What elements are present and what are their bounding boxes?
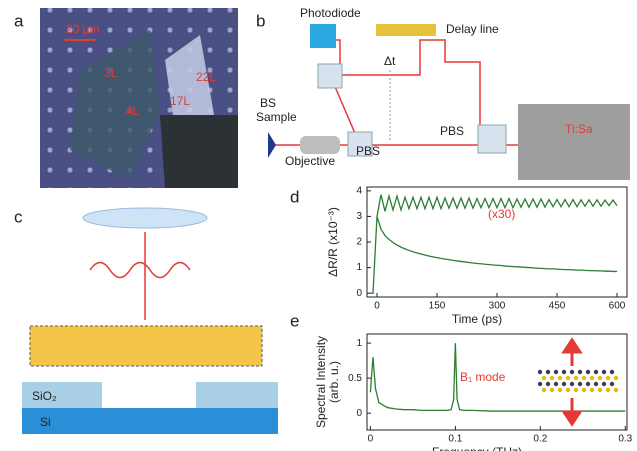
layer-label: 22L <box>196 70 216 84</box>
atom <box>538 382 542 386</box>
atom <box>554 370 558 374</box>
figure: a 20 μm 3L 4L 17L 22L b Photodiode Delay… <box>0 0 637 451</box>
atom <box>542 376 546 380</box>
x-tick-label: 450 <box>549 301 566 312</box>
atom <box>602 370 606 374</box>
atom <box>566 388 570 392</box>
atom <box>606 388 610 392</box>
atom <box>610 370 614 374</box>
atom <box>590 388 594 392</box>
y-tick-label: 1 <box>356 262 362 273</box>
si-label: Si <box>40 415 51 429</box>
x-tick-label: 150 <box>429 301 446 312</box>
atom <box>574 388 578 392</box>
y-axis-label: Spectral Intensity <box>314 336 328 428</box>
atom <box>578 382 582 386</box>
laser-label: Ti:Sa <box>565 122 593 136</box>
sample-label: Sample <box>256 110 297 124</box>
layer-label: 4L <box>126 104 140 118</box>
y-tick-label: 4 <box>356 185 362 196</box>
y-tick-label: 0.5 <box>348 373 362 384</box>
atom <box>582 376 586 380</box>
y-tick-label: 1 <box>356 338 362 349</box>
data-line <box>369 216 617 293</box>
atom <box>546 382 550 386</box>
atom <box>614 388 618 392</box>
atom <box>570 382 574 386</box>
x-axis-label: Time (ps) <box>452 312 502 326</box>
bs-label: BS <box>260 96 276 110</box>
pbs-label: PBS <box>440 124 464 138</box>
atom <box>598 376 602 380</box>
atom <box>574 376 578 380</box>
x-tick-label: 0.3 <box>618 434 632 445</box>
layer-label: 3L <box>104 66 118 80</box>
atom <box>606 376 610 380</box>
layer-label: 17L <box>170 94 190 108</box>
y-axis-label: (arb. u.) <box>327 361 341 403</box>
atom <box>562 370 566 374</box>
panel-label: a <box>14 11 24 30</box>
y-tick-label: 2 <box>356 237 362 248</box>
x-tick-label: 300 <box>489 301 506 312</box>
y-axis-label: ΔR/R (x10⁻³) <box>326 207 340 277</box>
atom <box>542 388 546 392</box>
mode-inset <box>538 370 618 392</box>
y-tick-label: 3 <box>356 211 362 222</box>
y-tick-label: 0 <box>356 408 362 419</box>
atom <box>614 376 618 380</box>
atom <box>598 388 602 392</box>
atom <box>594 382 598 386</box>
annotation: (x30) <box>488 207 515 221</box>
delay-label: Δt <box>384 54 396 68</box>
x-tick-label: 0 <box>368 434 374 445</box>
atom <box>590 376 594 380</box>
sample-diagram <box>22 208 278 434</box>
atom <box>586 382 590 386</box>
x-tick-label: 0 <box>374 301 380 312</box>
plot-frame <box>367 187 627 297</box>
atom <box>558 376 562 380</box>
mode-arrow <box>564 398 580 424</box>
atom <box>554 382 558 386</box>
photodiode-label: Photodiode <box>300 6 361 20</box>
atom <box>550 376 554 380</box>
atom <box>578 370 582 374</box>
x-tick-label: 600 <box>609 301 626 312</box>
atom <box>566 376 570 380</box>
mode-arrow <box>564 340 580 366</box>
panel-label: c <box>14 207 23 226</box>
x-tick-label: 0.2 <box>533 434 547 445</box>
atom <box>594 370 598 374</box>
atom <box>610 382 614 386</box>
panel-label: e <box>290 311 299 330</box>
x-tick-label: 0.1 <box>448 434 462 445</box>
atom <box>586 370 590 374</box>
atom <box>546 370 550 374</box>
scale-bar-label: 20 μm <box>66 22 100 36</box>
atom <box>602 382 606 386</box>
atom <box>550 388 554 392</box>
y-tick-label: 0 <box>356 288 362 299</box>
atom <box>558 388 562 392</box>
page: a 20 μm 3L 4L 17L 22L b Photodiode Delay… <box>0 0 637 451</box>
atom <box>570 370 574 374</box>
sio2-label: SiO₂ <box>32 389 57 403</box>
panel-label: d <box>290 187 299 206</box>
pbs-label: PBS <box>356 144 380 158</box>
atom <box>538 370 542 374</box>
panel-label: b <box>256 11 265 30</box>
delay-line-label: Delay line <box>446 22 499 36</box>
atom <box>582 388 586 392</box>
objective-label: Objective <box>285 154 335 168</box>
annotation: B₁ mode <box>460 370 506 384</box>
x-axis-label: Frequency (THz) <box>432 445 522 451</box>
atom <box>562 382 566 386</box>
